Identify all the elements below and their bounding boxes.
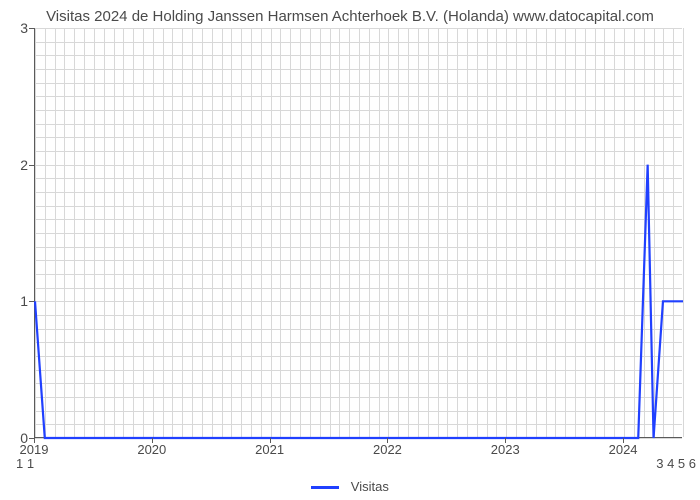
x-tick-label: 2020 xyxy=(137,442,166,457)
y-tick-label: 3 xyxy=(20,20,28,36)
legend-label: Visitas xyxy=(351,479,389,494)
x-tick-label: 2024 xyxy=(609,442,638,457)
x-extra-right: 3 4 5 6 xyxy=(656,456,696,471)
x-tick-label: 2022 xyxy=(373,442,402,457)
legend: Visitas xyxy=(0,479,700,494)
x-tick-label: 2021 xyxy=(255,442,284,457)
chart-title: Visitas 2024 de Holding Janssen Harmsen … xyxy=(0,8,700,25)
x-tick-label: 2023 xyxy=(491,442,520,457)
plot-area xyxy=(34,28,682,438)
x-extra-left: 1 1 xyxy=(16,456,34,471)
legend-swatch xyxy=(311,486,339,489)
data-line xyxy=(35,28,682,437)
chart-container: Visitas 2024 de Holding Janssen Harmsen … xyxy=(0,0,700,500)
x-tick-label: 2019 xyxy=(20,442,49,457)
y-tick-label: 2 xyxy=(20,157,28,173)
y-tick-label: 1 xyxy=(20,293,28,309)
